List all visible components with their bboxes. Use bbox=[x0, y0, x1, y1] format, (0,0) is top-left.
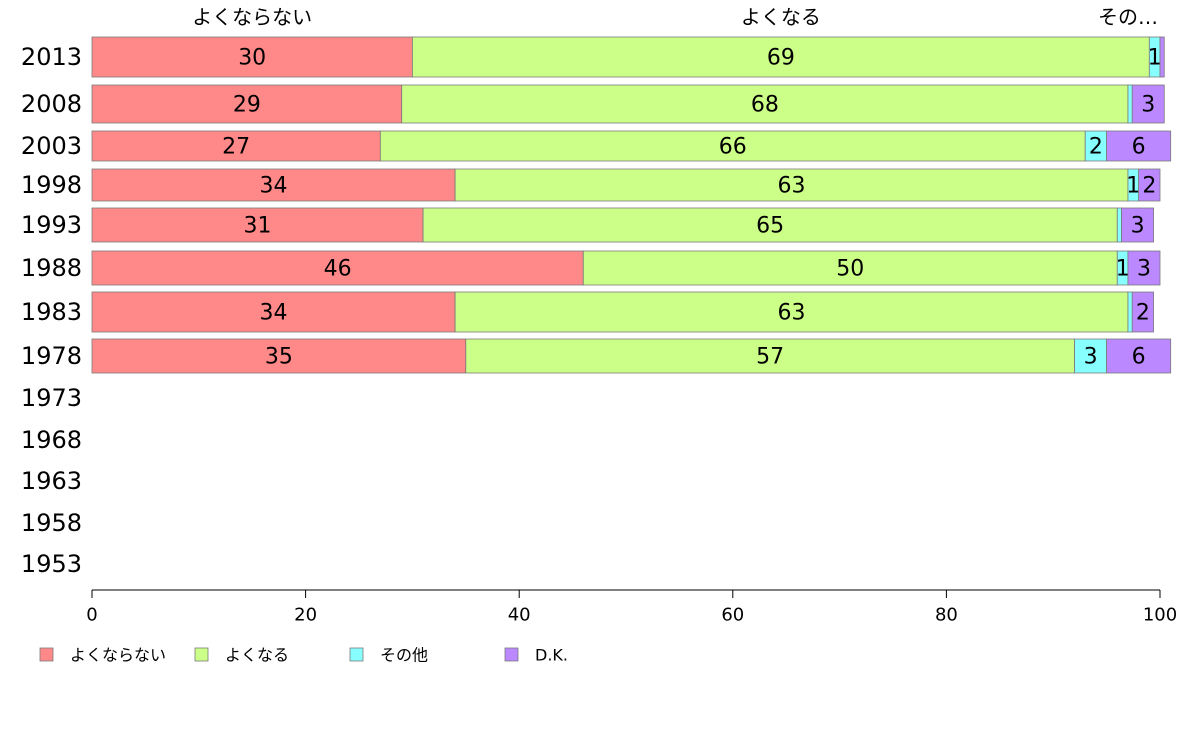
bar-2013-0 bbox=[91, 36, 413, 78]
bar-1983-2 bbox=[1127, 291, 1133, 333]
bar-label-2013-0: 30 bbox=[238, 46, 266, 71]
bar-2013-3 bbox=[1159, 36, 1165, 78]
bar-1993-3 bbox=[1121, 207, 1154, 243]
year-label-1953: 1953 bbox=[21, 550, 82, 578]
bar-label-2013-2: 1 bbox=[1148, 46, 1162, 71]
bar-label-1998-2: 1 bbox=[1126, 174, 1140, 199]
bar-2003-1 bbox=[379, 130, 1086, 162]
bar-1988-0 bbox=[91, 250, 584, 286]
bar-1983-3 bbox=[1131, 291, 1154, 333]
bar-1978-0 bbox=[91, 338, 467, 374]
bar-1998-0 bbox=[91, 168, 456, 202]
bar-1978-2 bbox=[1074, 338, 1108, 374]
bar-label-2003-0: 27 bbox=[222, 135, 250, 160]
year-label-2013: 2013 bbox=[21, 43, 82, 71]
legend-label-3: D.K. bbox=[535, 646, 568, 665]
legend-label-1: よくなる bbox=[225, 646, 289, 665]
year-label-1988: 1988 bbox=[21, 254, 82, 282]
column-header-0: よくならない bbox=[192, 5, 312, 29]
legend-swatch-3 bbox=[504, 647, 519, 662]
bar-label-1998-3: 2 bbox=[1142, 174, 1156, 199]
year-label-1958: 1958 bbox=[21, 509, 82, 537]
year-label-1998: 1998 bbox=[21, 171, 82, 199]
legend-swatch-0 bbox=[39, 647, 54, 662]
bar-label-1978-3: 6 bbox=[1132, 345, 1146, 370]
x-tick-label-80: 80 bbox=[935, 605, 958, 626]
bar-1978-3 bbox=[1106, 338, 1172, 374]
legend-label-0: よくならない bbox=[70, 646, 166, 665]
bar-label-1993-3: 3 bbox=[1131, 214, 1145, 239]
bar-1978-1 bbox=[465, 338, 1075, 374]
year-label-1983: 1983 bbox=[21, 298, 82, 326]
bar-label-1988-2: 1 bbox=[1116, 257, 1130, 282]
bar-2003-0 bbox=[91, 130, 381, 162]
year-label-1973: 1973 bbox=[21, 384, 82, 412]
x-tick-label-0: 0 bbox=[86, 605, 97, 626]
column-header-2: その… bbox=[1098, 5, 1158, 29]
legend: よくならない よくなる その他 D.K. bbox=[39, 646, 568, 665]
bar-label-1998-1: 63 bbox=[778, 174, 806, 199]
bar-1988-3 bbox=[1127, 250, 1161, 286]
legend-label-2: その他 bbox=[380, 646, 428, 665]
bar-1993-1 bbox=[422, 207, 1118, 243]
bars: 30 69 129 68 327 66 2 634 63 1 231 65 346 50 1 334 63 235… bbox=[91, 36, 1172, 374]
x-axis: 0 20 40 60 80 100 bbox=[86, 589, 1177, 626]
bar-label-1983-3: 2 bbox=[1136, 301, 1150, 326]
bar-1983-1 bbox=[454, 291, 1129, 333]
bar-label-2003-1: 66 bbox=[719, 135, 747, 160]
legend-swatch-2 bbox=[349, 647, 364, 662]
bar-2008-2 bbox=[1127, 84, 1133, 124]
x-tick-label-20: 20 bbox=[294, 605, 317, 626]
bar-2013-1 bbox=[411, 36, 1150, 78]
year-label-1993: 1993 bbox=[21, 211, 82, 239]
bar-1998-3 bbox=[1138, 168, 1161, 202]
bar-label-1988-0: 46 bbox=[324, 257, 352, 282]
x-tick-label-100: 100 bbox=[1143, 605, 1177, 626]
year-labels: 2013 2008 2003 1998 1993 1988 1983 1978 1973 1968… bbox=[21, 43, 82, 578]
year-label-1963: 1963 bbox=[21, 467, 82, 495]
year-label-2008: 2008 bbox=[21, 90, 82, 118]
bar-label-2003-3: 6 bbox=[1132, 135, 1146, 160]
bar-2003-3 bbox=[1106, 130, 1172, 162]
bar-label-1998-0: 34 bbox=[260, 174, 288, 199]
bar-1998-1 bbox=[454, 168, 1129, 202]
bar-label-1993-0: 31 bbox=[244, 214, 272, 239]
bar-label-1983-0: 34 bbox=[260, 301, 288, 326]
bar-label-2003-2: 2 bbox=[1089, 135, 1103, 160]
bar-label-1988-1: 50 bbox=[836, 257, 864, 282]
column-headers: よくならない よくなる その… bbox=[192, 5, 1158, 29]
bar-2008-3 bbox=[1131, 84, 1165, 124]
bar-label-1978-0: 35 bbox=[265, 345, 293, 370]
x-tick-label-60: 60 bbox=[721, 605, 744, 626]
bar-label-1993-1: 65 bbox=[756, 214, 784, 239]
bar-1983-0 bbox=[91, 291, 456, 333]
bar-1988-1 bbox=[582, 250, 1118, 286]
bar-label-2008-1: 68 bbox=[751, 93, 779, 118]
year-label-1978: 1978 bbox=[21, 342, 82, 370]
bar-label-2013-1: 69 bbox=[767, 46, 795, 71]
bar-label-1983-1: 63 bbox=[778, 301, 806, 326]
column-header-1: よくなる bbox=[741, 5, 821, 29]
x-tick-label-40: 40 bbox=[508, 605, 531, 626]
legend-swatch-1 bbox=[194, 647, 209, 662]
year-label-1968: 1968 bbox=[21, 426, 82, 454]
bar-label-2008-0: 29 bbox=[233, 93, 261, 118]
year-label-2003: 2003 bbox=[21, 132, 82, 160]
bar-label-1988-3: 3 bbox=[1137, 257, 1151, 282]
bar-label-2008-3: 3 bbox=[1141, 93, 1155, 118]
bar-1993-2 bbox=[1116, 207, 1122, 243]
bar-label-1978-1: 57 bbox=[756, 345, 784, 370]
bar-label-1978-2: 3 bbox=[1084, 345, 1098, 370]
